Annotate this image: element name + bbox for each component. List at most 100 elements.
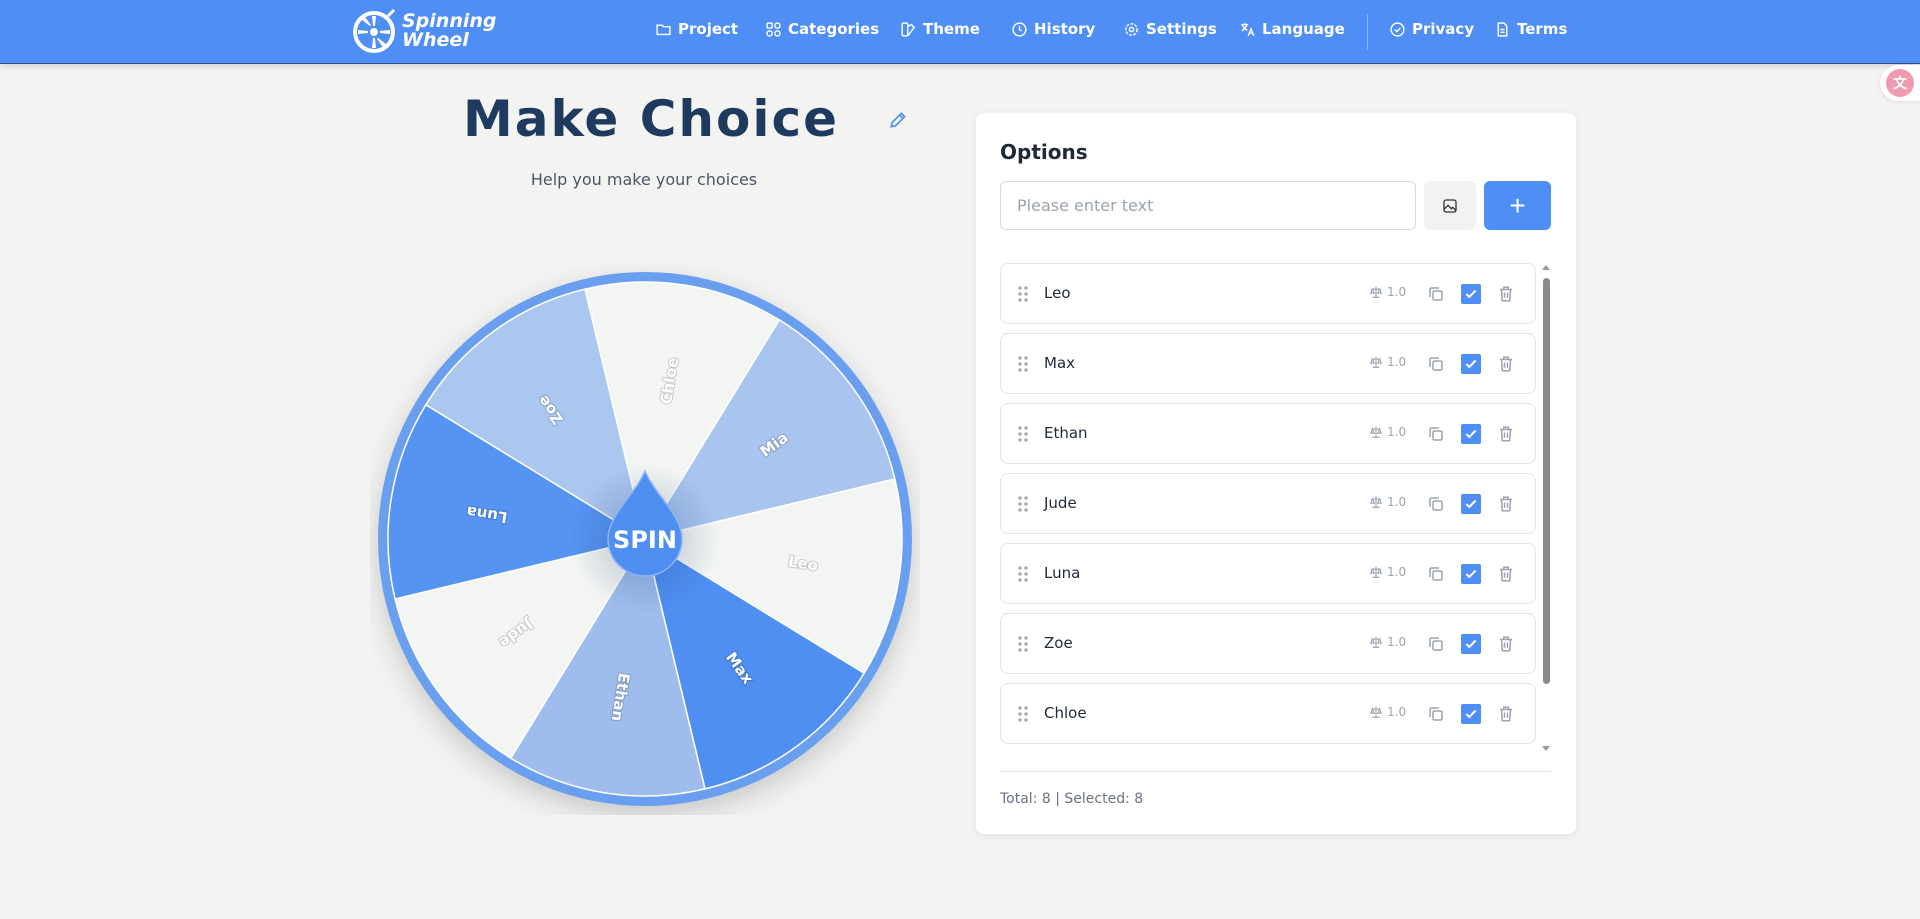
spin-button[interactable]: SPIN [607, 469, 683, 577]
checkmark-icon [1465, 569, 1477, 579]
duplicate-icon[interactable] [1427, 285, 1445, 303]
option-text-input[interactable] [1000, 181, 1416, 230]
duplicate-icon[interactable] [1427, 565, 1445, 583]
nav-label: Terms [1517, 20, 1568, 38]
delete-icon[interactable] [1497, 494, 1515, 514]
grid-icon [766, 21, 781, 37]
scale-icon [1369, 706, 1383, 718]
option-checkbox[interactable] [1461, 494, 1481, 514]
option-name[interactable]: Leo [1044, 284, 1071, 302]
option-checkbox[interactable] [1461, 704, 1481, 724]
scroll-down-arrow-icon[interactable] [1542, 746, 1550, 751]
drag-handle-icon[interactable] [1018, 706, 1028, 722]
option-name[interactable]: Zoe [1044, 634, 1073, 652]
wheel-segment [643, 537, 866, 790]
drag-handle-icon[interactable] [1018, 356, 1028, 372]
nav-label: Settings [1146, 20, 1217, 38]
add-option-button[interactable]: + [1484, 181, 1551, 230]
option-row: Leo 1.0 [1000, 263, 1536, 324]
option-weight[interactable]: 1.0 [1369, 635, 1406, 649]
weight-value: 1.0 [1387, 705, 1407, 719]
nav-project[interactable]: Project [655, 20, 738, 38]
duplicate-icon[interactable] [1427, 705, 1445, 723]
scale-icon [1369, 566, 1383, 578]
nav-label: Theme [923, 20, 980, 38]
nav-categories[interactable]: Categories [765, 20, 879, 38]
footer-divider [1000, 771, 1551, 772]
option-weight[interactable]: 1.0 [1369, 705, 1406, 719]
option-checkbox[interactable] [1461, 564, 1481, 584]
weight-value: 1.0 [1387, 425, 1407, 439]
option-weight[interactable]: 1.0 [1369, 355, 1406, 369]
option-name[interactable]: Jude [1044, 494, 1077, 512]
option-row: Jude 1.0 [1000, 473, 1536, 534]
image-icon [1443, 198, 1457, 213]
delete-icon[interactable] [1497, 704, 1515, 724]
checkmark-icon [1465, 359, 1477, 369]
drag-handle-icon[interactable] [1018, 286, 1028, 302]
wheel-segment [394, 537, 647, 760]
delete-icon[interactable] [1497, 284, 1515, 304]
option-checkbox[interactable] [1461, 284, 1481, 304]
option-checkbox[interactable] [1461, 424, 1481, 444]
duplicate-icon[interactable] [1427, 495, 1445, 513]
nav-label: History [1034, 20, 1096, 38]
wheel-segment [643, 318, 896, 541]
option-weight[interactable]: 1.0 [1369, 285, 1406, 299]
logo-text: Spinning Wheel [402, 10, 497, 51]
duplicate-icon[interactable] [1427, 635, 1445, 653]
logo[interactable]: Spinning Wheel [352, 8, 497, 54]
nav-history[interactable]: History [1011, 20, 1095, 38]
option-checkbox[interactable] [1461, 354, 1481, 374]
drag-handle-icon[interactable] [1018, 636, 1028, 652]
check-circle-icon [1390, 21, 1405, 37]
page-subtitle: Help you make your choices [530, 170, 758, 189]
translate-icon [1241, 22, 1255, 36]
option-name[interactable]: Luna [1044, 564, 1081, 582]
option-name[interactable]: Chloe [1044, 704, 1087, 722]
option-weight[interactable]: 1.0 [1369, 565, 1406, 579]
nav-language[interactable]: Language [1239, 20, 1345, 38]
options-list: Leo 1.0 Max 1.0 Ethan 1.0 Jude 1.0 Luna … [1000, 263, 1540, 753]
weight-value: 1.0 [1387, 355, 1407, 369]
nav-label: Privacy [1412, 20, 1475, 38]
nav-label: Language [1262, 20, 1345, 38]
checkmark-icon [1465, 639, 1477, 649]
wheel-logo-icon [353, 8, 396, 53]
add-image-button[interactable] [1424, 181, 1476, 230]
weight-value: 1.0 [1387, 635, 1407, 649]
option-name[interactable]: Ethan [1044, 424, 1088, 442]
option-weight[interactable]: 1.0 [1369, 425, 1406, 439]
nav-label: Project [678, 20, 739, 38]
nav-theme[interactable]: Theme [900, 20, 980, 38]
delete-icon[interactable] [1497, 634, 1515, 654]
option-checkbox[interactable] [1461, 634, 1481, 654]
options-summary: Total: 8 | Selected: 8 [1000, 791, 1144, 807]
delete-icon[interactable] [1497, 424, 1515, 444]
edit-title-pencil-icon[interactable] [888, 110, 908, 130]
option-row: Max 1.0 [1000, 333, 1536, 394]
translate-extension-button[interactable]: 文 [1880, 65, 1920, 101]
duplicate-icon[interactable] [1427, 425, 1445, 443]
nav-settings[interactable]: Settings [1123, 20, 1217, 38]
drag-handle-icon[interactable] [1018, 426, 1028, 442]
nav-terms[interactable]: Terms [1494, 20, 1567, 38]
delete-icon[interactable] [1497, 354, 1515, 374]
palette-icon [901, 21, 916, 37]
drag-handle-icon[interactable] [1018, 566, 1028, 582]
wheel-segment [424, 288, 647, 541]
duplicate-icon[interactable] [1427, 355, 1445, 373]
option-name[interactable]: Max [1044, 354, 1076, 372]
scroll-up-arrow-icon[interactable] [1542, 265, 1550, 270]
list-scrollbar[interactable] [1540, 263, 1552, 753]
delete-icon[interactable] [1497, 564, 1515, 584]
gear-icon [1125, 22, 1138, 36]
option-row: Chloe 1.0 [1000, 683, 1536, 744]
drag-handle-icon[interactable] [1018, 496, 1028, 512]
nav-privacy[interactable]: Privacy [1389, 20, 1474, 38]
option-weight[interactable]: 1.0 [1369, 495, 1406, 509]
scale-icon [1369, 426, 1383, 438]
scrollbar-thumb[interactable] [1543, 278, 1550, 684]
wheel-segment-label: Leo [787, 552, 819, 574]
